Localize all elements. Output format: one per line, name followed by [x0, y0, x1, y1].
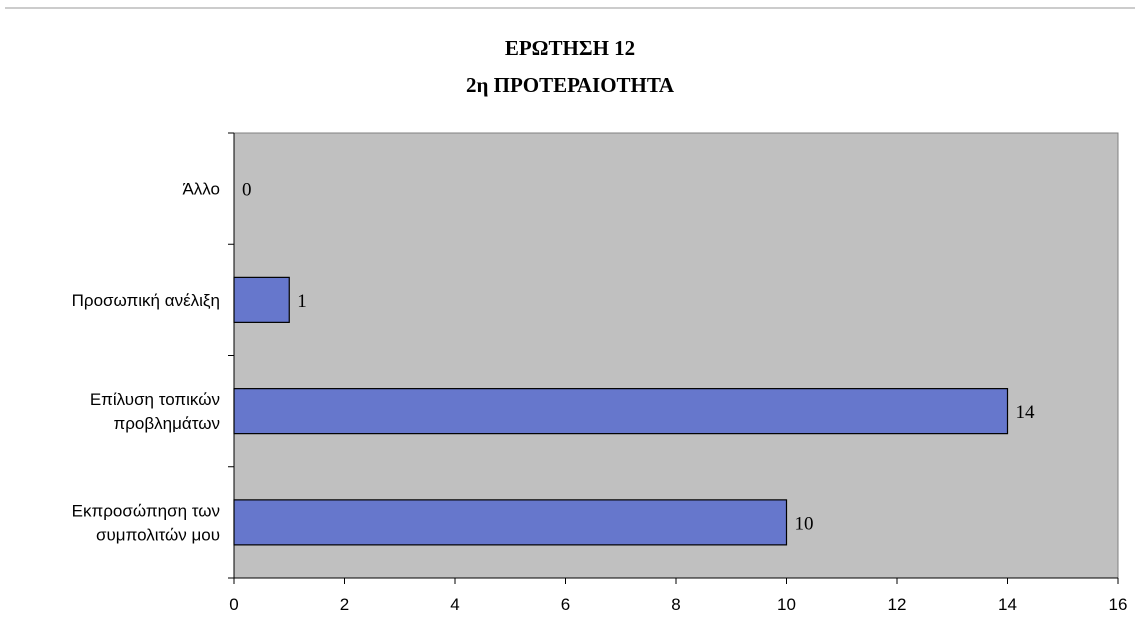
- bar-value-label: 0: [242, 180, 252, 201]
- category-labels: Άλλο Προσωπική ανέλιξη Επίλυση τοπικών προβ…: [72, 180, 220, 545]
- bar-value-label: 1: [297, 291, 307, 312]
- value-tick-label: 6: [561, 595, 570, 614]
- chart-subtitle: 2η ΠΡΟΤΕΡΑΙΟΤΗΤΑ: [466, 73, 675, 97]
- bar-value-label: 14: [1016, 402, 1036, 423]
- bar: [233, 388, 1009, 435]
- bar: [233, 276, 290, 323]
- value-tick-label: 4: [450, 595, 459, 614]
- value-tick-label: 2: [340, 595, 349, 614]
- tick-labels: 0 2 4 6 8 10 12 14 16: [229, 595, 1127, 614]
- bar-value-label: 10: [795, 513, 814, 534]
- value-tick-label: 12: [888, 595, 907, 614]
- bar: [233, 499, 788, 546]
- category-label: Άλλο: [182, 180, 220, 199]
- value-tick-label: 10: [777, 595, 796, 614]
- category-axis: [228, 132, 235, 579]
- data-labels: 0 1 14 10: [242, 180, 1035, 535]
- value-tick-label: 16: [1109, 595, 1128, 614]
- value-tick-label: 0: [229, 595, 238, 614]
- chart-title: ΕΡΩΤΗΣΗ 12: [505, 36, 635, 60]
- bars: [233, 276, 1009, 546]
- category-label: Προσωπική ανέλιξη: [72, 291, 220, 310]
- category-label: Εκπροσώπηση των συμπολιτών μου: [72, 501, 220, 544]
- value-tick-label: 14: [998, 595, 1017, 614]
- value-tick-label: 8: [671, 595, 680, 614]
- category-label: Επίλυση τοπικών προβλημάτων: [90, 390, 220, 433]
- value-axis: [233, 577, 1119, 584]
